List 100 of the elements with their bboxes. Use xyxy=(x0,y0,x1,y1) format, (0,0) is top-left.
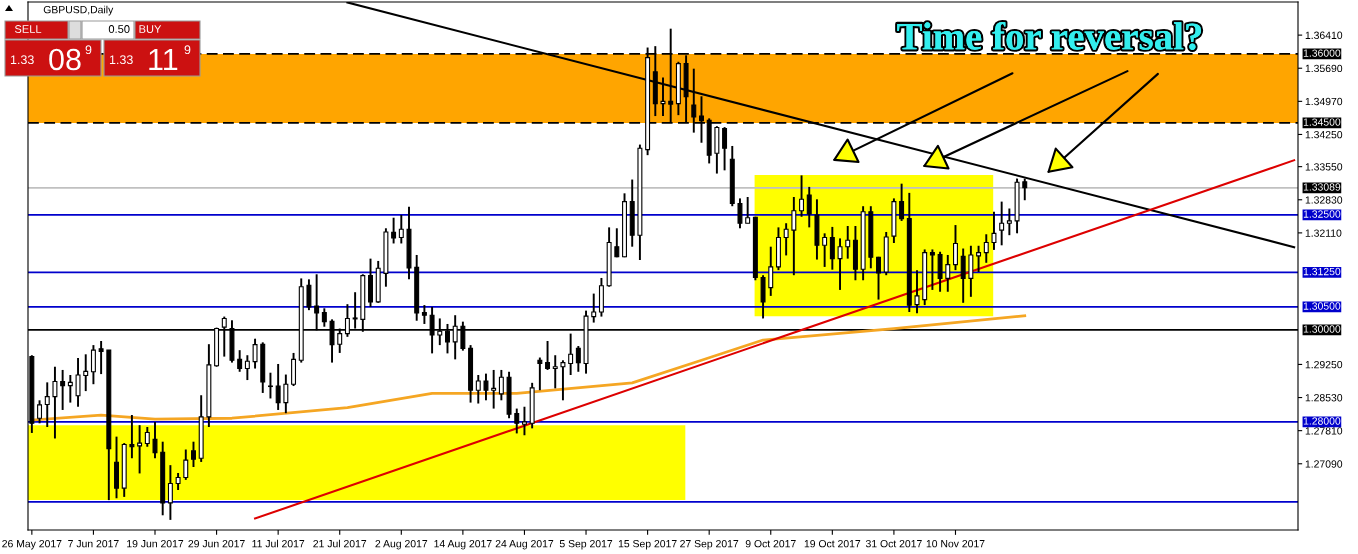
annotation: 11 xyxy=(149,48,178,70)
candlestick xyxy=(137,424,143,475)
x-tick-label: 2 Aug 2017 xyxy=(375,540,428,550)
candlestick xyxy=(37,399,43,425)
candlestick xyxy=(991,210,997,251)
candlestick xyxy=(953,224,958,272)
chart-title: GBPUSD,Daily xyxy=(43,5,114,16)
y-tick-label: 1.32830 xyxy=(1305,196,1343,204)
candlestick xyxy=(321,307,327,328)
candlestick xyxy=(537,356,543,392)
candlestick xyxy=(421,304,427,325)
candlestick xyxy=(914,269,920,315)
candlestick xyxy=(267,371,273,400)
candlestick xyxy=(552,354,558,390)
ref-line-label: 1.28000 xyxy=(1303,417,1341,425)
x-tick-label: 19 Jun 2017 xyxy=(127,540,184,548)
y-tick-label: 1.35690 xyxy=(1305,64,1343,73)
candlestick xyxy=(822,232,828,268)
candlestick xyxy=(83,353,89,393)
y-tick-label: 1.27810 xyxy=(1305,427,1343,435)
candlestick xyxy=(391,216,397,245)
candlestick xyxy=(191,440,196,468)
candlestick xyxy=(660,76,666,118)
candlestick xyxy=(491,368,497,410)
candlestick xyxy=(806,185,812,229)
candlestick xyxy=(937,250,943,293)
annotation: 1.33 xyxy=(109,55,133,65)
x-tick-label: 19 Oct 2017 xyxy=(804,540,861,548)
x-tick-label: 10 Nov 2017 xyxy=(926,540,985,548)
annotation: 9 xyxy=(184,45,191,55)
ref-line-label: 1.30500 xyxy=(1303,302,1341,310)
candlestick xyxy=(183,448,189,481)
candlestick xyxy=(568,332,574,376)
candlestick xyxy=(560,359,566,402)
candlestick xyxy=(845,225,851,260)
candlestick xyxy=(876,255,881,301)
candlestick xyxy=(983,233,989,264)
candlestick xyxy=(44,381,50,428)
candlestick xyxy=(514,407,520,435)
ref-line-label: 1.36000 xyxy=(1303,49,1341,57)
candlestick xyxy=(799,174,805,218)
candlestick xyxy=(275,363,281,411)
x-tick-label: 5 Sep 2017 xyxy=(559,540,613,550)
candlestick xyxy=(829,225,835,271)
annotation: SELL xyxy=(14,25,42,33)
candlestick xyxy=(129,414,135,460)
x-tick-label: 31 Oct 2017 xyxy=(865,540,922,548)
x-tick-label: 24 Aug 2017 xyxy=(495,540,554,550)
ref-line-label: 1.34500 xyxy=(1303,118,1341,126)
annotation: 1.33 xyxy=(10,55,34,65)
candlestick xyxy=(144,426,150,448)
candlestick xyxy=(591,292,597,324)
x-tick-label: 11 Jul 2017 xyxy=(252,539,305,548)
candlestick xyxy=(768,245,774,297)
candlestick xyxy=(60,368,66,411)
y-tick-label: 1.34970 xyxy=(1305,97,1343,106)
candlestick xyxy=(545,340,551,371)
y-tick-label: 1.32110 xyxy=(1305,229,1342,237)
candlestick xyxy=(575,345,581,373)
candlestick xyxy=(783,222,789,257)
y-tick-label: 1.28530 xyxy=(1305,394,1343,402)
candlestick xyxy=(75,357,81,408)
candlestick xyxy=(521,405,527,437)
x-tick-label: 29 Jun 2017 xyxy=(188,540,245,548)
candlestick xyxy=(283,373,289,415)
candlestick xyxy=(929,248,935,291)
candlestick xyxy=(899,182,905,222)
annotation: 9 xyxy=(85,45,92,55)
candlestick xyxy=(1022,177,1028,202)
candlestick xyxy=(90,344,96,386)
candlestick xyxy=(98,340,104,376)
candlestick xyxy=(976,244,982,273)
annotation: Time for reversal? xyxy=(897,21,1202,50)
candlestick xyxy=(244,354,250,382)
candlestick xyxy=(999,200,1005,247)
candlestick xyxy=(968,244,974,298)
x-tick-label: 26 May 2017 xyxy=(2,540,62,550)
candlestick xyxy=(52,365,58,440)
y-tick-label: 1.34250 xyxy=(1305,130,1343,139)
y-tick-label: 1.27090 xyxy=(1305,460,1343,468)
candlestick xyxy=(614,227,620,259)
candlestick xyxy=(1006,207,1012,237)
ref-line-label: 1.30000 xyxy=(1303,325,1341,333)
y-tick-label: 1.36410 xyxy=(1305,31,1343,39)
ref-line-label: 1.32500 xyxy=(1303,210,1341,218)
x-tick-label: 7 Jun 2017 xyxy=(68,540,119,548)
x-tick-label: 21 Jul 2017 xyxy=(313,539,367,548)
y-tick-label: 1.29250 xyxy=(1305,360,1343,369)
candlestick xyxy=(737,197,743,230)
annotation: 08 xyxy=(49,48,81,71)
candlestick xyxy=(475,374,481,405)
candlestick xyxy=(483,372,489,402)
x-tick-label: 9 Oct 2017 xyxy=(745,540,796,548)
ref-line-label: 1.33089 xyxy=(1303,183,1341,191)
candlestick xyxy=(837,237,843,291)
x-tick-label: 27 Sep 2017 xyxy=(680,540,739,550)
x-tick-label: 15 Sep 2017 xyxy=(618,540,677,550)
candlestick xyxy=(498,368,504,402)
candlestick xyxy=(745,196,751,225)
annotation: 0.50 xyxy=(108,25,130,33)
